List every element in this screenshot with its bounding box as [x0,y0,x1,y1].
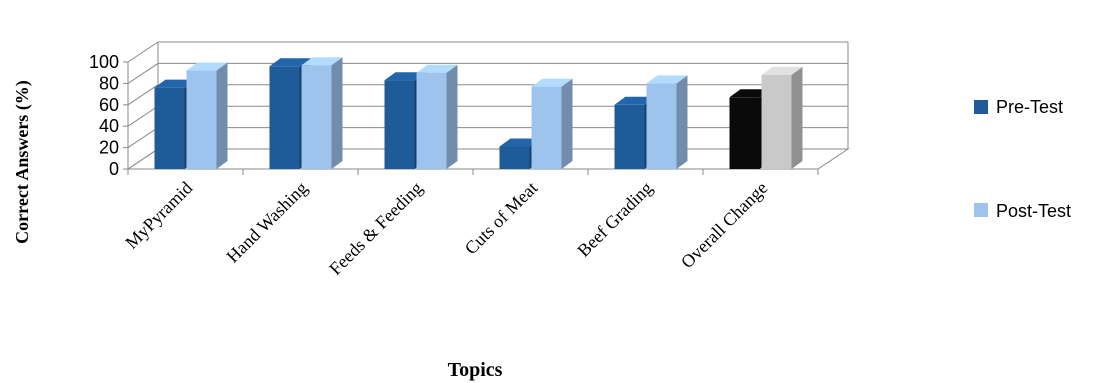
y-tick-label: 20 [99,138,119,158]
bar-post-test-feeds-feeding-front [416,72,447,169]
y-tick-label: 60 [99,95,119,115]
bar-pre-test-feeds-feeding-front [384,80,415,169]
bar-pre-test-mypyramid-top [154,79,196,88]
bar-post-test-cuts-of-meat-top [531,78,573,87]
bar-post-test-beef-grading-top [646,75,688,84]
x-tick-label: Cuts of Meat [461,178,542,259]
legend-label-post-test: Post-Test [996,201,1071,221]
bar-post-test-hand-washing [301,57,343,169]
gridline [127,41,848,63]
legend-swatch-post-test [974,203,988,217]
y-tick-label: 80 [99,73,119,93]
bar-post-test-overall-change [761,66,803,169]
gridline [127,62,848,84]
legend: Pre-Test Post-Test [974,97,1071,221]
bar-post-test-hand-washing-front [301,65,332,169]
bar-post-test-mypyramid-side [216,62,228,170]
bar-post-test-cuts-of-meat [531,78,573,169]
legend-label-pre-test: Pre-Test [996,97,1063,117]
bar-post-test-overall-change-side [791,66,803,169]
bar-pre-test-cuts-of-meat-front [499,146,530,169]
y-tick-label: 100 [89,52,119,72]
bar-post-test-cuts-of-meat-side [561,78,573,169]
bar-pre-test-overall-change-top [729,89,771,98]
bar-pre-test-beef-grading-front [614,104,645,169]
bar-pre-test-feeds-feeding-top [384,72,426,81]
bar-pre-test-hand-washing-top [269,58,311,67]
bar-post-test-feeds-feeding-top [416,64,458,73]
bar-post-test-feeds-feeding [416,64,458,169]
bar-post-test-cuts-of-meat-front [531,86,562,169]
bar-post-test-overall-change-front [761,74,792,169]
bar-post-test-hand-washing-top [301,57,343,66]
x-axis-title: Topics [448,359,503,381]
x-tick-label: MyPyramid [121,178,196,253]
x-tick-label: Feeds & Feeding [325,178,426,279]
bar-post-test-mypyramid [186,62,228,170]
bar-post-test-mypyramid-front [186,70,217,169]
y-axis-title: Correct Answers (%) [12,80,33,244]
bar-pre-test-mypyramid-front [154,87,185,169]
x-tick-label: Hand Washing [222,178,311,267]
bar-pre-test-overall-change-front [729,97,760,169]
x-tick-label: Overall Change [677,178,771,272]
bar-pre-test-beef-grading-top [614,96,656,105]
legend-swatch-pre-test [974,100,988,114]
bar-post-test-mypyramid-top [186,62,228,71]
bar-post-test-beef-grading-front [646,83,677,169]
bar-post-test-beef-grading-side [676,75,688,169]
x-axis-ticks: MyPyramid Hand Washing Feeds & Feeding Cuts… [121,169,819,279]
bar-post-test-beef-grading [646,75,688,169]
bar-post-test-hand-washing-side [331,57,343,169]
bar-pre-test-cuts-of-meat-top [499,138,541,147]
bar-post-test-feeds-feeding-side [446,64,458,169]
bar-pre-test-hand-washing-front [269,66,300,169]
x-tick-label: Beef Grading [573,178,656,261]
bar-post-test-overall-change-top [761,66,803,75]
y-tick-label: 40 [99,116,119,136]
bars [154,57,803,170]
y-tick-label: 0 [109,159,119,179]
